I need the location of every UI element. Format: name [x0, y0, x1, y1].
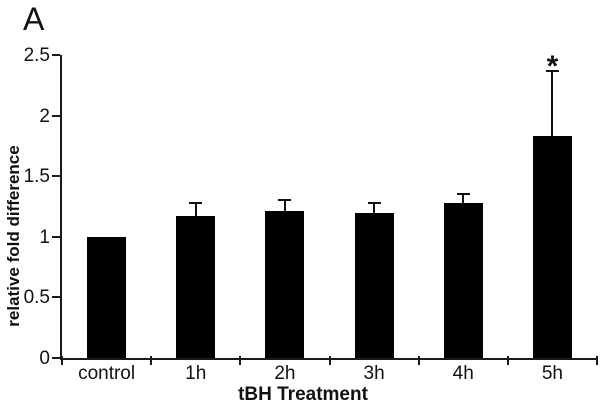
bar-1h	[176, 216, 216, 358]
error-bar-4h	[462, 193, 465, 203]
bar-5h	[532, 136, 572, 358]
y-tick-label: 2.5	[23, 45, 50, 66]
error-bar-cap-2h	[278, 199, 292, 202]
x-tick	[506, 356, 509, 365]
error-bar-cap-5h	[545, 69, 559, 72]
x-tick	[596, 356, 598, 365]
x-tick-label-5h: 5h	[541, 363, 563, 384]
error-bar-cap-1h	[189, 201, 203, 204]
error-bar-5h	[551, 69, 554, 137]
bar-2h	[265, 211, 305, 358]
bar-control	[87, 236, 127, 358]
x-tick-label-4h: 4h	[452, 363, 474, 384]
x-tick-label-control: control	[78, 363, 136, 384]
error-bar-1h	[194, 201, 197, 217]
panel-label: A	[23, 1, 45, 37]
y-tick-label: 0	[39, 348, 50, 369]
y-tick	[52, 114, 60, 117]
plot-area: tBH Treatment 0 0.5 1 1.5 2 2.5 control 1h 2h 3h 4…	[24, 46, 598, 405]
y-tick	[52, 175, 60, 178]
x-tick-label-2h: 2h	[274, 363, 296, 384]
x-tick-label-3h: 3h	[363, 363, 385, 384]
y-tick	[52, 296, 60, 299]
y-tick-label: 1.5	[23, 166, 50, 188]
x-tick	[239, 356, 242, 365]
bar-3h	[354, 212, 394, 358]
y-tick	[52, 357, 60, 359]
y-tick-label: 0.5	[23, 287, 50, 309]
x-tick	[417, 356, 420, 365]
error-bar-3h	[373, 201, 376, 213]
y-axis-line	[60, 55, 62, 360]
x-axis-title: tBH Treatment	[238, 384, 368, 405]
x-tick	[61, 356, 63, 365]
significance-asterisk: *	[546, 49, 559, 83]
x-tick	[328, 356, 331, 365]
x-tick-label-1h: 1h	[185, 363, 207, 384]
bar-4h	[443, 202, 483, 358]
x-tick	[150, 356, 153, 365]
error-bar-2h	[283, 199, 286, 212]
y-tick-label: 1	[39, 226, 50, 248]
error-bar-cap-3h	[367, 201, 381, 204]
error-bar-cap-4h	[456, 193, 470, 196]
y-tick-label: 2	[39, 105, 50, 127]
y-tick	[52, 235, 60, 238]
y-tick	[52, 54, 60, 56]
